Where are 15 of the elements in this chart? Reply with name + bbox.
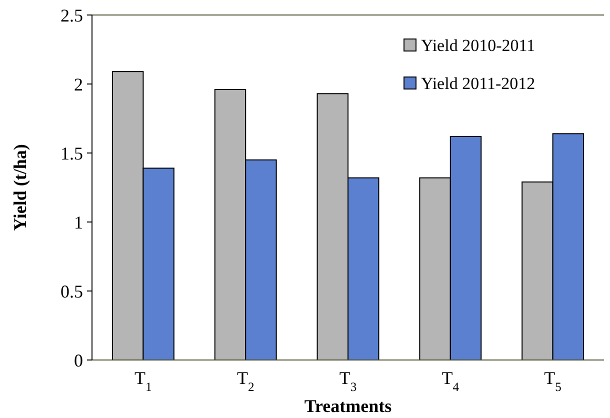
y-axis-title: Yield (t/ha) [10, 144, 30, 231]
y-tick-label: 1 [74, 212, 83, 232]
y-tick-label: 1.5 [60, 143, 83, 164]
y-tick-label: 2 [74, 74, 83, 94]
x-tick-label: T$_{4}$ [442, 368, 460, 394]
x-tick-label: T$_{1}$ [134, 368, 152, 394]
y-tick-label: 2.5 [60, 5, 83, 26]
x-axis-title: Treatments [304, 396, 392, 416]
x-tick-label: T$_{3}$ [339, 368, 357, 394]
legend-label: Yield 2010-2011 [421, 36, 536, 55]
legend-label: Yield 2011-2012 [421, 74, 536, 93]
x-tick-label: T$_{5}$ [544, 368, 562, 394]
y-tick-label: 0.5 [60, 281, 83, 302]
y-tick-label: 0 [74, 350, 83, 370]
x-tick-label: T$_{2}$ [236, 368, 254, 394]
